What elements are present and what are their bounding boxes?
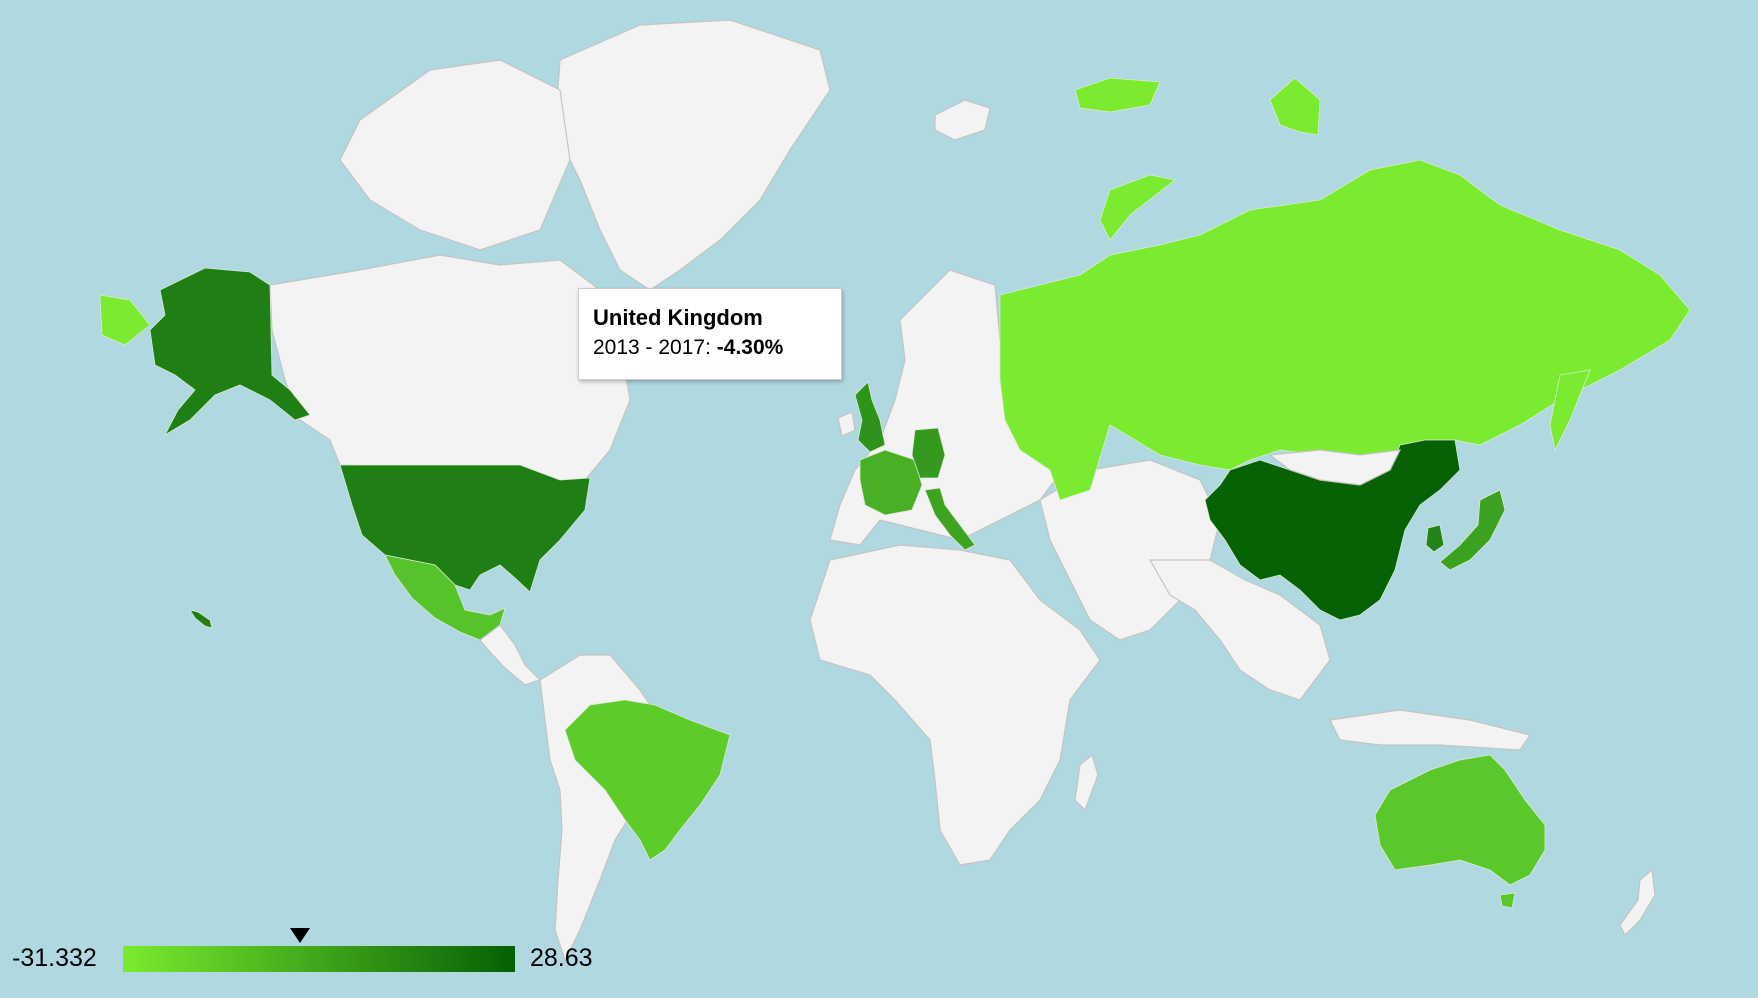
region-south-asia[interactable] [1148,559,1331,701]
region-united-kingdom[interactable] [854,381,886,453]
region-iceland[interactable] [934,99,991,141]
region-united-states[interactable] [339,464,591,593]
region-canada[interactable] [269,254,631,491]
region-australia[interactable] [1374,754,1546,886]
legend-color-bar [123,946,515,972]
region-mongolia[interactable] [1268,449,1402,486]
region-svalbard-fj-land[interactable] [1074,77,1161,113]
region-madagascar[interactable] [1074,753,1099,812]
region-france[interactable] [859,449,923,516]
region-central-america[interactable] [479,624,542,686]
region-novaya-zemlya[interactable] [1099,174,1176,241]
region-brazil[interactable] [564,699,731,861]
region-ireland[interactable] [837,411,856,437]
tooltip-value: -4.30% [716,336,784,359]
legend-max-label: 28.63 [530,944,593,972]
region-italy[interactable] [924,487,976,551]
region-indonesia[interactable] [1329,709,1531,751]
region-chukotka[interactable] [99,294,151,346]
country-tooltip: United Kingdom 2013 - 2017: -4.30% [578,288,842,380]
region-canadian-arctic[interactable] [339,59,571,251]
tooltip-label: 2013 - 2017: [593,336,717,359]
region-hawaii[interactable] [189,609,213,629]
region-russia[interactable] [999,159,1691,501]
region-germany[interactable] [911,427,946,479]
legend-min-label: -31.332 [12,944,97,972]
region-mexico[interactable] [384,554,506,641]
region-severnaya-zemlya[interactable] [1269,77,1321,136]
region-new-zealand[interactable] [1619,868,1656,937]
legend-marker-triangle [289,928,310,943]
region-alaska[interactable] [149,267,311,437]
region-tasmania[interactable] [1499,892,1516,909]
region-africa[interactable] [809,544,1101,866]
region-kamchatka[interactable] [1549,369,1591,452]
region-south-korea[interactable] [1425,524,1445,553]
region-japan[interactable] [1439,489,1506,571]
region-greenland[interactable] [554,19,831,291]
tooltip-title: United Kingdom [593,305,763,330]
tooltip-line: 2013 - 2017: -4.30% [593,333,827,363]
